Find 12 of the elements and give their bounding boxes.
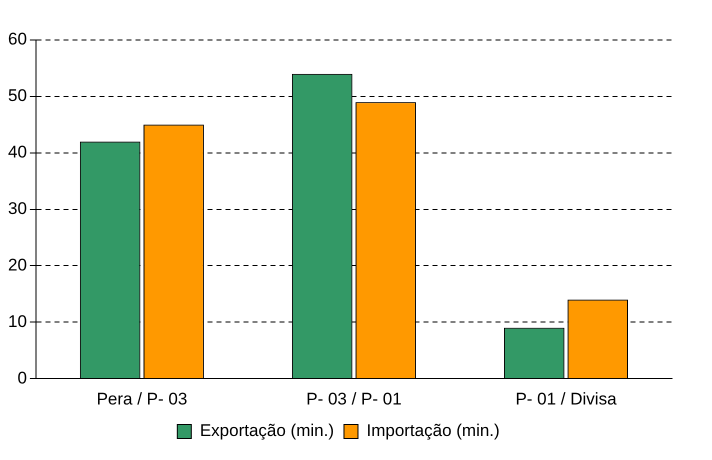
y-tick-label: 40 (8, 142, 27, 162)
x-tick-label: Pera / P- 03 (96, 389, 188, 408)
y-tick-label: 0 (17, 368, 27, 388)
y-tick-label: 20 (8, 255, 27, 274)
legend-label: Importação (min.) (366, 421, 500, 440)
x-tick-label: P- 01 / Divisa (515, 389, 618, 408)
y-tick-label: 50 (8, 86, 27, 106)
y-tick-label: 10 (8, 312, 27, 331)
y-tick-label: 30 (8, 198, 27, 218)
legend-label: Exportação (min.) (200, 421, 334, 440)
y-tick-label: 60 (8, 30, 27, 49)
x-tick-label: P- 03 / P- 01 (306, 389, 402, 408)
